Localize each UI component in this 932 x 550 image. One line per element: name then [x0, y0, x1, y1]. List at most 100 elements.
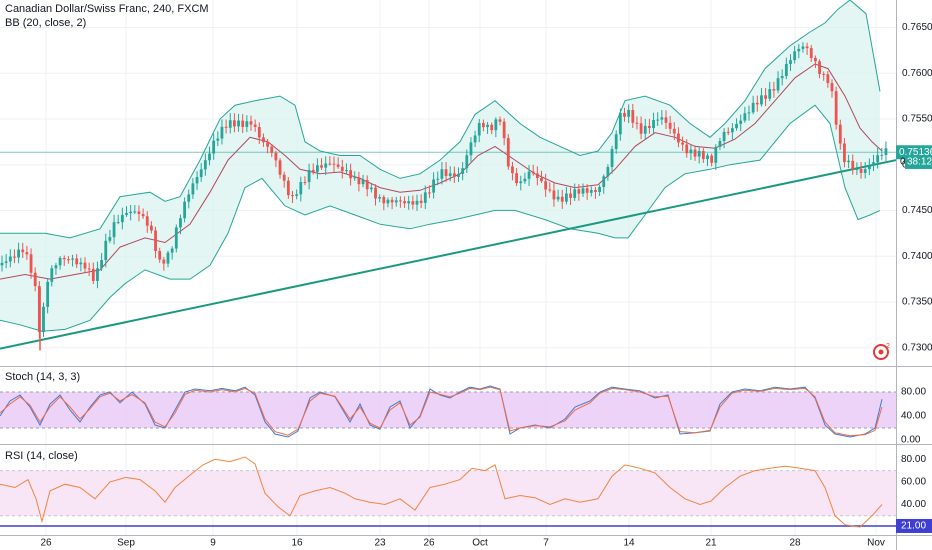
- candle-body: [291, 195, 294, 197]
- rsi-pane[interactable]: [0, 456, 896, 528]
- candle-body: [486, 124, 489, 128]
- candle-body: [693, 149, 697, 157]
- candle-body: [116, 222, 120, 224]
- candle-body: [324, 163, 328, 168]
- candle-body: [834, 91, 838, 125]
- candle-body: [374, 187, 377, 199]
- event-badge-dot: [878, 349, 884, 355]
- candle-body: [320, 165, 323, 168]
- candle-body: [751, 102, 755, 113]
- candle-body: [697, 150, 701, 157]
- candle-body: [718, 141, 722, 147]
- candle-body: [158, 250, 162, 260]
- candle-body: [731, 128, 734, 133]
- candle-body: [851, 160, 855, 170]
- candle-body: [336, 164, 340, 167]
- candle-body: [544, 181, 548, 190]
- candle-body: [776, 78, 780, 91]
- candle-body: [42, 306, 45, 333]
- candle-body: [162, 259, 166, 264]
- candle-body: [706, 155, 709, 160]
- bollinger-lower-band: [0, 104, 881, 332]
- candle-body: [423, 192, 427, 203]
- countdown-label: 38:12: [907, 157, 932, 168]
- time-tick-label: 7: [543, 538, 549, 549]
- candle-body: [461, 168, 465, 174]
- candle-body: [743, 113, 747, 121]
- candle-body: [270, 146, 274, 153]
- price-tick-label: 0.73000: [902, 342, 932, 353]
- candle-body: [672, 128, 676, 134]
- candle-body: [772, 89, 776, 91]
- candle-body: [357, 177, 361, 185]
- candle-body: [643, 125, 647, 134]
- candle-body: [677, 133, 680, 143]
- candle-body: [353, 177, 357, 179]
- countdown-badge: [905, 154, 932, 169]
- stoch-tick-label: 40.00: [901, 411, 926, 422]
- candle-body: [345, 170, 348, 172]
- candle-body: [652, 120, 655, 128]
- candle-body: [784, 63, 788, 77]
- candle-body: [91, 268, 95, 281]
- candle-body: [403, 201, 406, 204]
- candle-body: [548, 189, 552, 191]
- stoch-legend: Stoch (14, 3, 3): [5, 371, 81, 383]
- candle-body: [17, 249, 20, 258]
- candle-body: [565, 193, 568, 202]
- candle-body: [880, 155, 884, 157]
- candle-body: [141, 214, 145, 217]
- candle-body: [224, 126, 228, 128]
- candle-body: [469, 142, 473, 156]
- time-tick-label: 26: [423, 538, 435, 549]
- candle-body: [170, 248, 174, 253]
- candle-body: [760, 95, 763, 105]
- candle-body: [145, 216, 149, 226]
- candle-body: [859, 169, 863, 173]
- candle-body: [656, 119, 660, 121]
- candle-body: [129, 211, 133, 214]
- candle-body: [448, 173, 452, 177]
- stoch-tick-label: 80.00: [901, 387, 926, 398]
- candle-body: [340, 166, 344, 172]
- time-tick-label: 16: [291, 538, 303, 549]
- candle-body: [241, 120, 245, 127]
- candle-body: [378, 197, 382, 199]
- time-tick-label: 26: [40, 538, 52, 549]
- candle-body: [502, 121, 506, 139]
- main-price-pane[interactable]: [0, 0, 897, 535]
- candle-body: [303, 182, 307, 184]
- candle-body: [648, 125, 651, 128]
- candle-body: [237, 120, 240, 127]
- candle-body: [623, 112, 626, 117]
- candle-body: [361, 179, 365, 185]
- candle-body: [726, 131, 730, 133]
- candle-body: [519, 181, 523, 184]
- candle-body: [428, 192, 431, 194]
- candle-body: [349, 170, 352, 179]
- candle-body: [154, 230, 157, 251]
- event-badge-count: 2: [886, 343, 890, 350]
- time-tick-label: Oct: [472, 538, 488, 549]
- stoch-d-line: [0, 386, 883, 437]
- candle-body: [249, 121, 253, 125]
- candle-body: [137, 211, 141, 215]
- candle-body: [282, 174, 286, 181]
- candle-body: [233, 120, 236, 127]
- candle-body: [490, 124, 494, 131]
- candle-body: [457, 173, 460, 177]
- candle-body: [660, 117, 664, 120]
- bollinger-legend: BB (20, close, 2): [5, 17, 87, 29]
- candle-body: [369, 187, 373, 190]
- candle-body: [814, 57, 817, 62]
- bollinger-fill: [0, 0, 880, 332]
- candle-body: [0, 262, 4, 266]
- time-tick-label: Nov: [867, 538, 885, 549]
- candle-body: [710, 155, 714, 163]
- stoch-pane[interactable]: [0, 385, 896, 438]
- candle-body: [33, 272, 37, 287]
- rsi-legend: RSI (14, close): [5, 450, 78, 462]
